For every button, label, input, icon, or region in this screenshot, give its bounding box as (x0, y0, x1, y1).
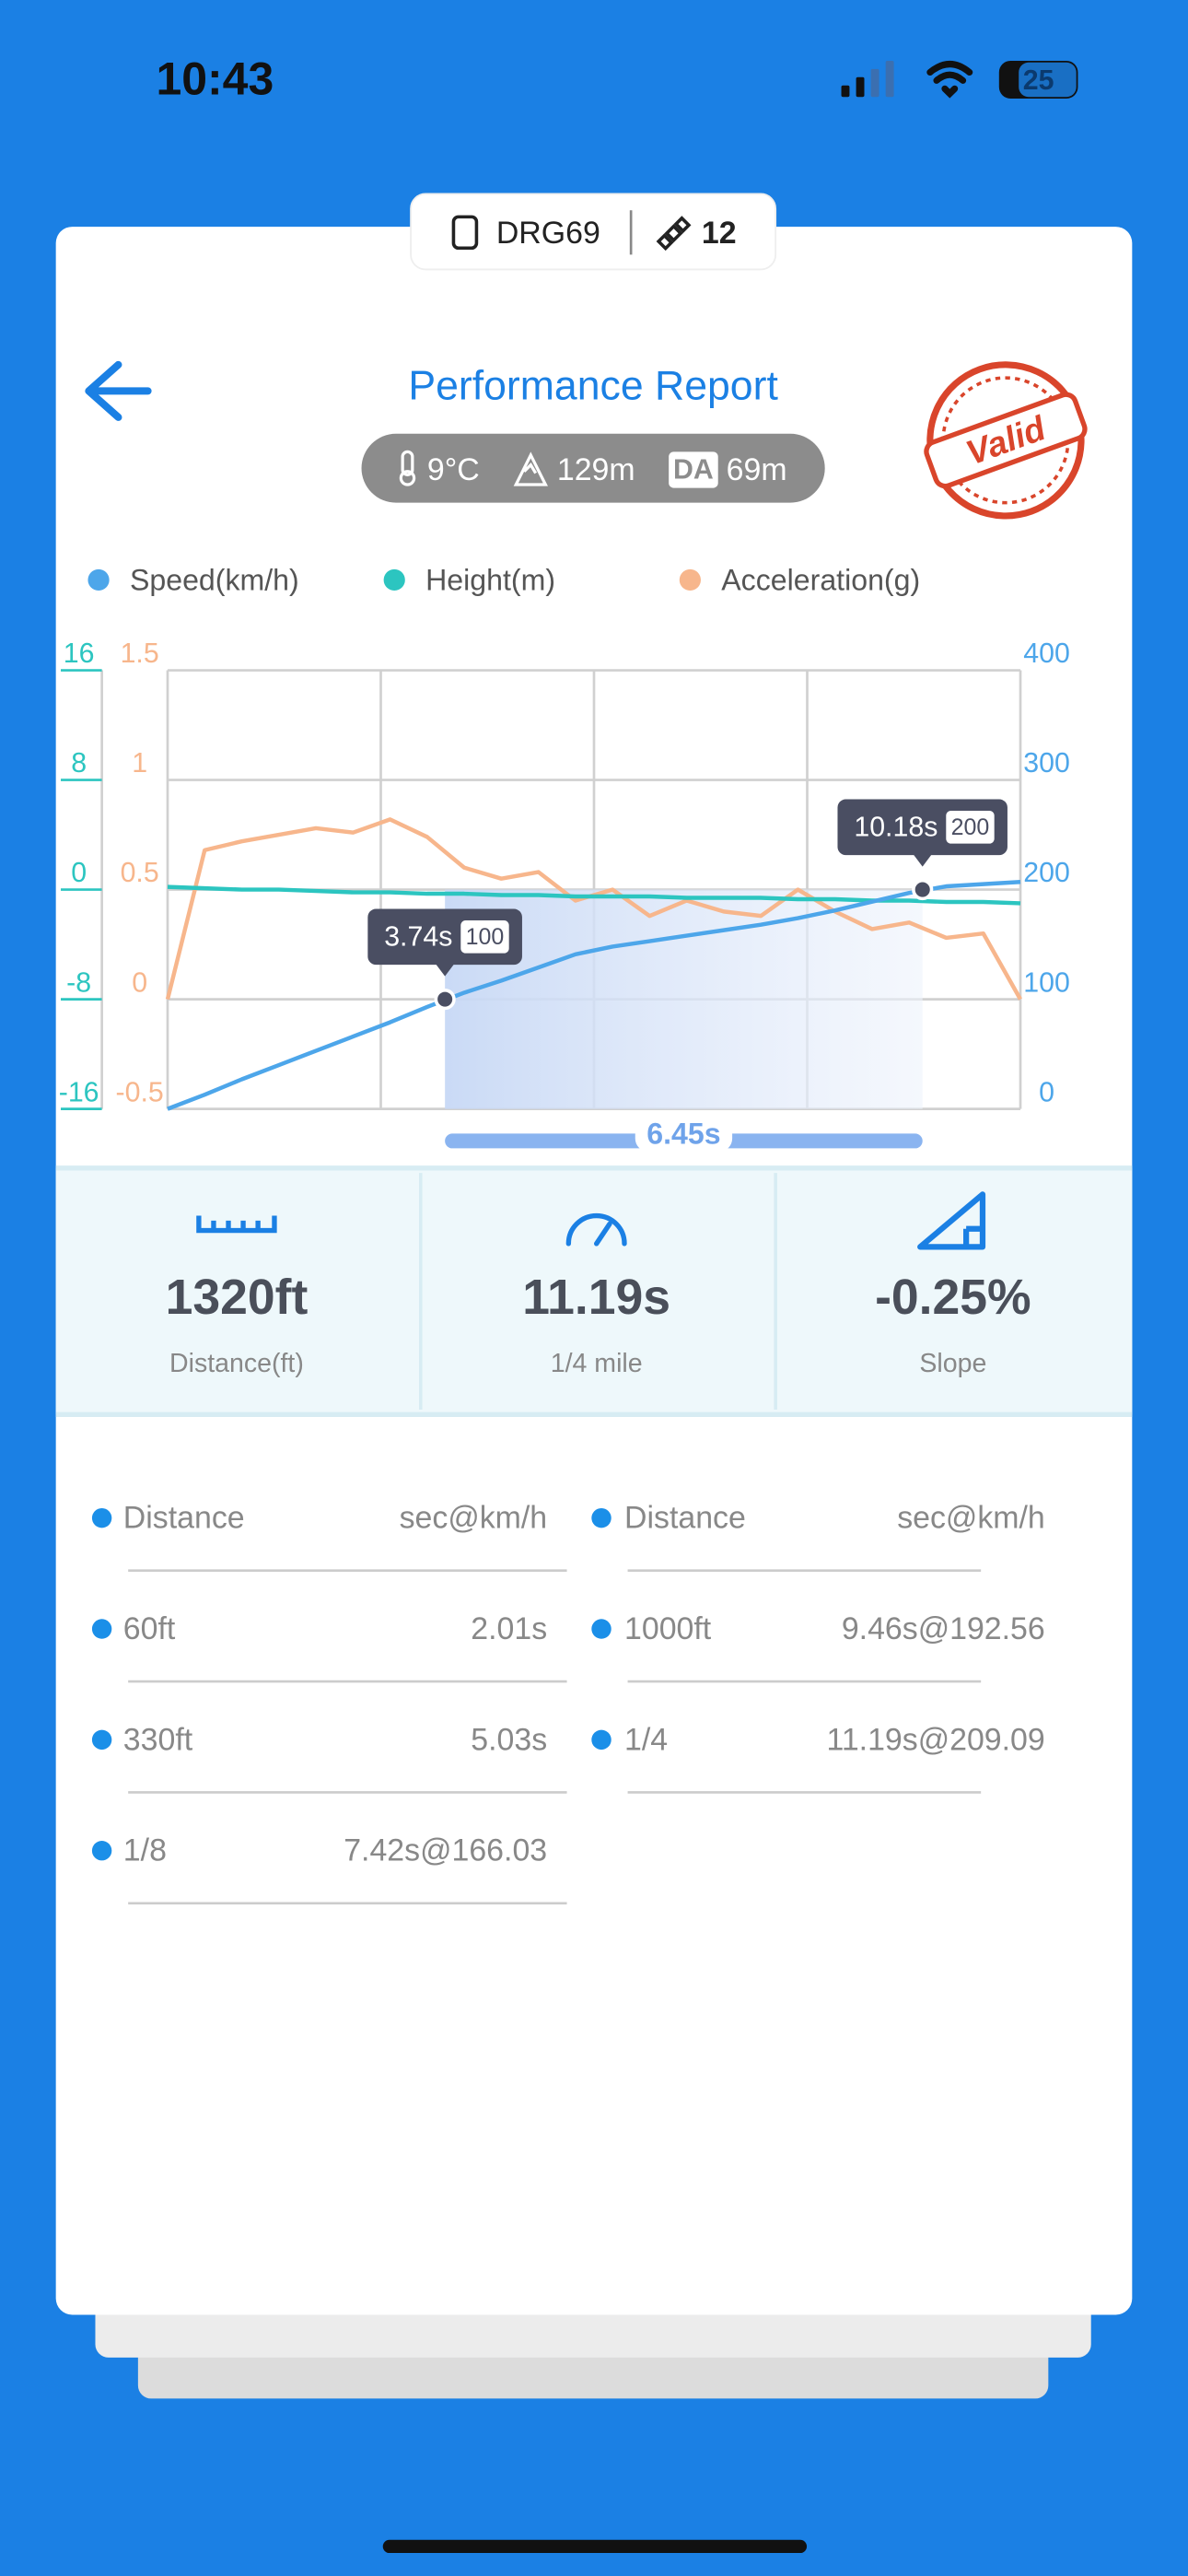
y-tick-label: 8 (71, 748, 87, 779)
stat-label: Slope (919, 1349, 986, 1378)
row-value: 2.01s (471, 1611, 547, 1646)
y3-tick-label: 1.5 (121, 638, 159, 669)
y2-tick-label: 0 (1039, 1077, 1054, 1107)
stat-label: Distance(ft) (169, 1349, 304, 1378)
row-label: 1000ft (624, 1611, 712, 1646)
row-value: 7.42s@166.03 (344, 1833, 547, 1868)
row-label: Distance (624, 1501, 746, 1536)
chart: Speed(km/h) Height(m) Acceleration(g) -16 -8… (59, 563, 1070, 1152)
series-line (167, 880, 1021, 1111)
row-dot (91, 1841, 112, 1861)
tooltip-speed: 200 (951, 814, 990, 840)
stats-band (55, 1167, 1133, 1415)
tooltip-speed: 100 (466, 924, 505, 950)
thermometer-icon (399, 450, 416, 486)
row-dot (591, 1729, 611, 1751)
marker-point (434, 989, 456, 1011)
legend-label: Acceleration(g) (721, 563, 920, 596)
y3-tick-label: 1 (132, 748, 147, 779)
page-title: Performance Report (408, 364, 778, 409)
marker-point (912, 878, 934, 901)
stat-value: 11.19s (522, 1270, 670, 1325)
row-label: 60ft (123, 1611, 176, 1646)
legend-swatch (679, 568, 701, 591)
back-button[interactable] (85, 360, 152, 421)
device-icon (451, 215, 479, 251)
altitude-icon (513, 451, 548, 486)
row-value: sec@km/h (400, 1501, 548, 1536)
range-label: 6.45s (646, 1117, 720, 1150)
y-tick-label: 16 (64, 638, 95, 669)
tooltip-pointer (435, 963, 455, 977)
home-indicator (382, 2539, 808, 2554)
y-tick-label: -16 (59, 1077, 99, 1107)
satellite-icon (656, 216, 692, 252)
range-label-bg (635, 1115, 733, 1152)
signal-icon (841, 60, 894, 98)
tooltip-time: 10.18s (854, 812, 938, 842)
y3-tick-label: 0 (132, 967, 147, 998)
gauge-icon (565, 1212, 627, 1247)
tooltip-badge (946, 810, 995, 844)
row-value: 11.19s@209.09 (826, 1722, 1044, 1757)
row-value: 5.03s (471, 1722, 547, 1757)
row-dot (591, 1507, 611, 1528)
y3-tick-label: -0.5 (116, 1077, 164, 1107)
tooltip-pointer (913, 853, 933, 867)
temperature: 9°C (427, 452, 480, 487)
battery-empty (1019, 62, 1077, 98)
y2-tick-label: 400 (1023, 638, 1070, 669)
row-value: sec@km/h (897, 1501, 1045, 1536)
slope-icon (917, 1191, 986, 1250)
battery-level: 25 (1023, 65, 1054, 96)
row-dot (591, 1619, 611, 1639)
splits-table: Distance sec@km/h 60ft 2.01s 330ft 5.03s 1/8 7.… (91, 1501, 1045, 1905)
stat-label: 1/4 mile (551, 1349, 643, 1378)
da-box (669, 451, 718, 488)
stat-value: 1320ft (166, 1270, 309, 1325)
stats: 1320ft Distance(ft) 11.19s 1/4 mile -0.25% Sl… (166, 1270, 1031, 1378)
satellite-count: 12 (702, 216, 737, 251)
y2-tick-label: 200 (1023, 858, 1070, 888)
device-badge (410, 193, 777, 271)
stat-value: -0.25% (875, 1270, 1031, 1325)
y-tick-label: 0 (71, 858, 87, 888)
device-id: DRG69 (496, 216, 600, 251)
y3-tick-label: 0.5 (121, 858, 159, 888)
row-label: 330ft (123, 1722, 193, 1757)
row-label: 1/8 (123, 1833, 167, 1868)
density-altitude: 69m (727, 452, 787, 487)
legend-swatch (383, 568, 405, 591)
wifi-icon (926, 60, 973, 99)
tooltip-time: 3.74s (384, 921, 452, 952)
y-tick-label: -8 (66, 967, 91, 998)
row-dot (91, 1729, 112, 1751)
legend-label: Speed(km/h) (130, 563, 299, 596)
y2-tick-label: 300 (1023, 748, 1070, 779)
row-dot (91, 1619, 112, 1639)
row-label: Distance (123, 1501, 245, 1536)
da-label: DA (673, 454, 714, 485)
legend-swatch (87, 568, 110, 591)
row-label: 1/4 (624, 1722, 668, 1757)
row-value: 9.46s@192.56 (842, 1611, 1045, 1646)
row-dot (91, 1507, 112, 1528)
ruler-icon (196, 1215, 277, 1234)
y2-tick-label: 100 (1023, 967, 1070, 998)
status-time: 10:43 (157, 53, 274, 105)
tooltip-badge (460, 920, 509, 954)
altitude: 129m (557, 452, 635, 487)
range-shade (445, 889, 923, 1109)
legend-label: Height(m) (425, 563, 555, 596)
